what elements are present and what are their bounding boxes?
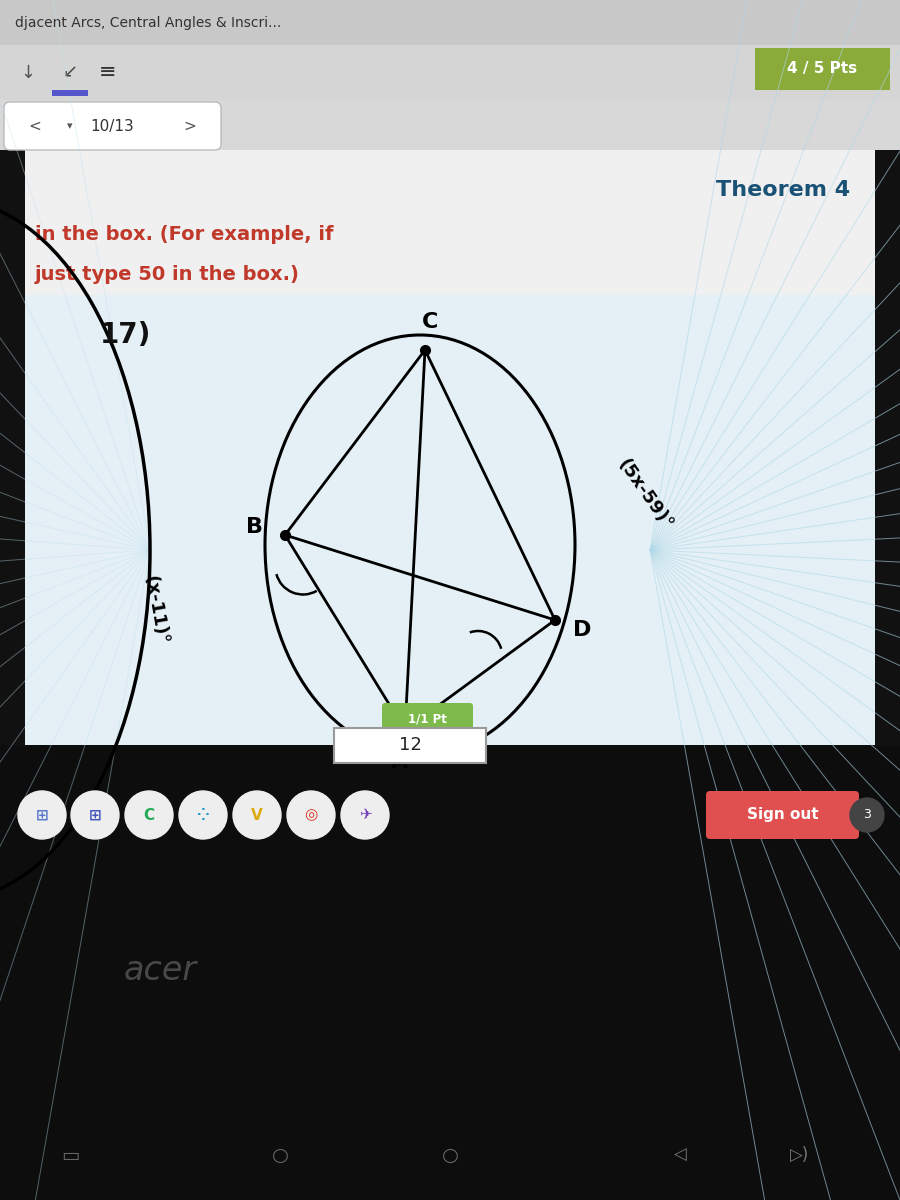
FancyBboxPatch shape [0,100,900,150]
Text: ◁: ◁ [673,1146,687,1164]
Text: C: C [422,312,438,332]
Circle shape [287,791,335,839]
Circle shape [341,791,389,839]
Text: C: C [143,808,155,822]
Circle shape [71,791,119,839]
FancyBboxPatch shape [4,102,221,150]
Circle shape [179,791,227,839]
Text: 3: 3 [863,809,871,822]
FancyBboxPatch shape [52,90,88,96]
Text: acer: acer [123,954,196,986]
FancyBboxPatch shape [706,791,859,839]
Text: 10/13: 10/13 [90,119,134,133]
Text: Theorem 4: Theorem 4 [716,180,850,200]
Text: B: B [246,517,263,538]
Text: 1/1 Pt: 1/1 Pt [408,713,447,726]
Text: <: < [29,119,41,133]
Text: ▭: ▭ [61,1146,79,1164]
Text: just type 50 in the box.): just type 50 in the box.) [35,265,300,284]
Text: ⁘: ⁘ [196,808,210,822]
Circle shape [233,791,281,839]
Text: in the box. (For example, if: in the box. (For example, if [35,226,334,245]
Text: ○: ○ [442,1146,458,1164]
Text: >: > [184,119,196,133]
FancyBboxPatch shape [0,44,900,100]
Text: V: V [251,808,263,822]
Text: ⊞: ⊞ [88,808,102,822]
Text: ↙: ↙ [62,64,77,82]
FancyBboxPatch shape [25,150,875,745]
Text: ▷): ▷) [790,1146,810,1164]
Text: 4 / 5 Pts: 4 / 5 Pts [788,61,858,77]
Text: (5x-59)°: (5x-59)° [614,456,676,534]
Text: ◎: ◎ [304,808,318,822]
FancyBboxPatch shape [382,703,473,736]
Text: ↓: ↓ [21,64,36,82]
Text: D: D [573,620,591,640]
Text: ▾: ▾ [68,121,73,131]
FancyBboxPatch shape [334,728,486,763]
FancyBboxPatch shape [25,295,875,745]
FancyBboxPatch shape [0,0,900,44]
Text: ≡: ≡ [99,62,117,83]
FancyBboxPatch shape [755,48,890,90]
Text: A: A [392,752,409,772]
Text: 12: 12 [399,737,421,755]
Text: ✈: ✈ [358,808,372,822]
Circle shape [850,798,884,832]
Text: ⊞: ⊞ [36,808,49,822]
FancyBboxPatch shape [0,745,900,1200]
Text: djacent Arcs, Central Angles & Inscri...: djacent Arcs, Central Angles & Inscri... [15,16,281,30]
Text: ○: ○ [272,1146,289,1164]
Circle shape [125,791,173,839]
Text: 17): 17) [100,320,151,349]
Text: Sign out: Sign out [747,808,818,822]
Text: (x-11)°: (x-11)° [140,574,170,646]
Circle shape [18,791,66,839]
